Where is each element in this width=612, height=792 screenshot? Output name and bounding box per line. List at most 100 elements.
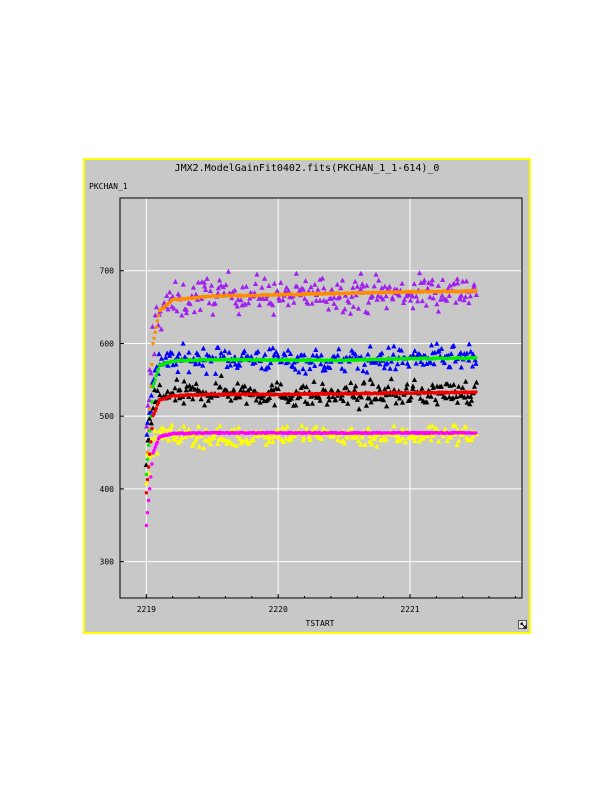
resize-arrow-icon[interactable]: [518, 620, 527, 629]
data-point: [231, 386, 237, 392]
data-point: [252, 359, 258, 365]
data-point: [367, 433, 373, 439]
data-point: [263, 296, 269, 301]
data-point: [300, 366, 306, 372]
data-point: [355, 305, 361, 311]
y-axis-label: PKCHAN_1: [89, 182, 128, 191]
data-point: [413, 433, 419, 439]
data-point: [262, 434, 268, 440]
data-point: [331, 432, 337, 438]
data-point: [434, 301, 440, 307]
data-point: [218, 372, 224, 378]
data-point: [326, 306, 332, 312]
data-point: [417, 352, 423, 358]
data-point: [430, 295, 436, 301]
data-point: [367, 343, 373, 349]
data-point: [225, 393, 231, 399]
data-point: [169, 422, 175, 428]
data-point: [454, 276, 460, 282]
data-point: [211, 434, 217, 440]
data-point: [196, 360, 202, 366]
data-point: [305, 400, 311, 406]
data-point: [377, 437, 384, 443]
data-point: [301, 434, 307, 440]
data-point: [433, 425, 439, 431]
fit-point: [152, 448, 156, 452]
data-point: [334, 281, 340, 287]
data-point: [351, 394, 357, 400]
data-point: [253, 281, 259, 286]
y-tick-label: 500: [100, 412, 115, 421]
data-point: [337, 294, 343, 300]
data-point: [200, 362, 206, 368]
data-point: [191, 309, 197, 315]
data-point: [202, 402, 208, 408]
data-point: [181, 400, 187, 406]
data-point: [335, 437, 341, 443]
fit-point: [148, 429, 152, 433]
data-point: [462, 294, 469, 300]
data-point: [183, 310, 190, 316]
data-point: [411, 281, 417, 287]
data-point: [165, 362, 171, 368]
data-point: [316, 394, 322, 400]
data-point: [368, 399, 374, 405]
data-point: [240, 284, 246, 290]
data-point: [274, 379, 280, 385]
data-point: [232, 287, 238, 293]
data-point: [349, 425, 355, 431]
data-point: [350, 284, 356, 290]
data-point: [387, 283, 393, 289]
data-point: [374, 443, 380, 449]
series-7: [144, 430, 478, 528]
data-point: [222, 348, 228, 354]
y-tick-label: 400: [100, 485, 115, 494]
fit-point: [474, 390, 478, 394]
plot-area[interactable]: 300 400 500 600 700 2219 2220 2221: [85, 160, 529, 632]
data-point: [181, 378, 187, 384]
data-point: [180, 340, 186, 346]
data-point: [210, 311, 216, 317]
data-point: [146, 415, 153, 421]
data-point: [247, 295, 253, 301]
data-point: [201, 445, 207, 451]
data-point: [429, 281, 435, 287]
data-point: [373, 271, 379, 277]
y-tick-label: 600: [100, 339, 115, 348]
data-point: [282, 352, 288, 358]
data-point: [445, 285, 451, 291]
data-point: [358, 270, 364, 276]
data-point: [377, 387, 383, 393]
data-point: [271, 311, 277, 317]
data-point: [280, 297, 286, 303]
data-point: [256, 432, 262, 438]
data-point: [434, 340, 440, 346]
data-point: [157, 392, 163, 398]
data-point: [382, 283, 388, 289]
data-point: [242, 383, 248, 389]
data-point: [333, 304, 339, 310]
fit-point: [153, 445, 157, 449]
data-point: [197, 306, 203, 312]
data-point: [384, 403, 390, 409]
data-point: [312, 363, 318, 368]
fit-point: [145, 450, 150, 454]
data-point: [189, 442, 196, 448]
plot-border: [119, 197, 523, 599]
data-point: [203, 426, 209, 432]
data-point: [201, 279, 207, 285]
data-point: [322, 367, 328, 373]
data-point: [384, 360, 390, 366]
fit-point: [151, 385, 155, 389]
fit-point: [155, 440, 160, 444]
data-point: [356, 437, 362, 443]
data-point: [311, 378, 317, 384]
data-point: [215, 344, 221, 350]
data-point: [190, 384, 196, 390]
data-point: [293, 402, 299, 408]
data-point: [254, 271, 260, 277]
data-point: [373, 396, 379, 401]
data-point: [369, 381, 376, 386]
data-point: [169, 350, 175, 356]
fit-point: [146, 465, 151, 469]
